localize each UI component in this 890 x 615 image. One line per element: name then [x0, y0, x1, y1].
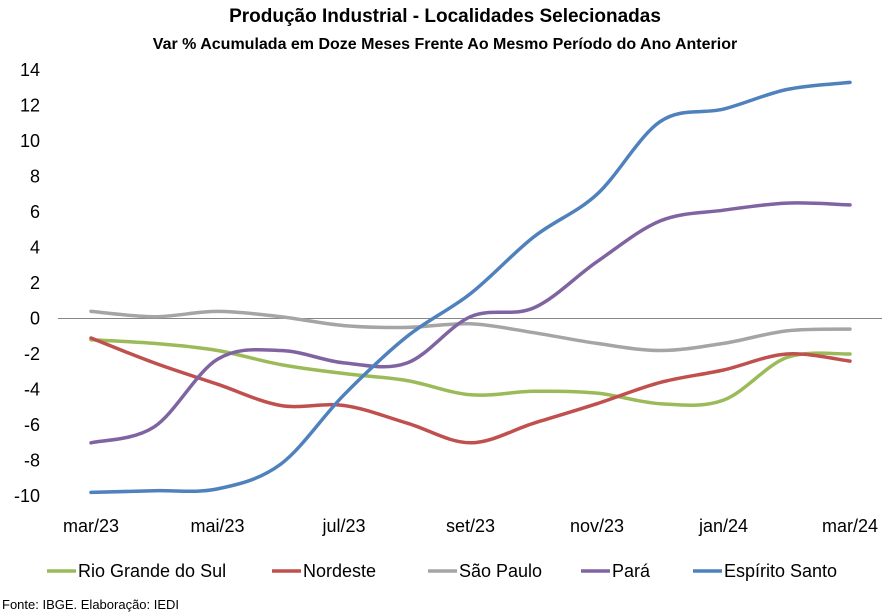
x-tick-label: mar/23	[63, 516, 119, 536]
line-chart: 14 12 10 8 6 4 2 0 -2 -4 -6 -8 -10 mar/23 mai/23 jul/2…	[14, 60, 882, 581]
series-lines	[89, 80, 852, 495]
y-tick-label: 6	[30, 202, 40, 222]
x-tick-label: jan/24	[698, 516, 748, 536]
y-tick-label: -4	[24, 380, 40, 400]
x-tick-label: nov/23	[570, 516, 624, 536]
y-tick-label: -6	[24, 415, 40, 435]
legend-label-1: Nordeste	[303, 561, 376, 581]
y-tick-label: 0	[30, 309, 40, 329]
series-line-3	[89, 201, 852, 445]
y-tick-label: 12	[20, 96, 40, 116]
chart-title: Produção Industrial - Localidades Seleci…	[229, 6, 661, 27]
chart-subtitle: Var % Acumulada em Doze Meses Frente Ao …	[152, 36, 738, 53]
y-tick-label: 2	[30, 273, 40, 293]
series-line-1	[89, 336, 852, 445]
series-line-2	[89, 309, 852, 353]
series-line-4	[89, 80, 852, 495]
x-tick-label: mai/23	[190, 516, 244, 536]
legend-label-2: São Paulo	[459, 561, 542, 581]
series-line-0	[89, 338, 852, 407]
x-tick-label: jul/23	[321, 516, 365, 536]
source-note: Fonte: IBGE. Elaboração: IEDI	[2, 597, 180, 612]
legend-label-4: Espírito Santo	[724, 561, 837, 581]
x-tick-label: set/23	[446, 516, 495, 536]
y-tick-label: 10	[20, 131, 40, 151]
y-tick-label: -10	[14, 486, 40, 506]
y-axis-ticks: 14 12 10 8 6 4 2 0 -2 -4 -6 -8 -10	[14, 60, 40, 506]
y-tick-label: 14	[20, 60, 40, 80]
legend: Rio Grande do Sul Nordeste São Paulo Pará Es…	[47, 561, 837, 581]
y-tick-label: 4	[30, 238, 40, 258]
y-tick-label: -2	[24, 344, 40, 364]
y-tick-label: 8	[30, 167, 40, 187]
legend-label-0: Rio Grande do Sul	[78, 561, 226, 581]
y-tick-label: -8	[24, 451, 40, 471]
x-axis-ticks: mar/23 mai/23 jul/23 set/23 nov/23 jan/24 mar/…	[63, 516, 878, 536]
x-tick-label: mar/24	[822, 516, 878, 536]
legend-label-3: Pará	[612, 561, 651, 581]
